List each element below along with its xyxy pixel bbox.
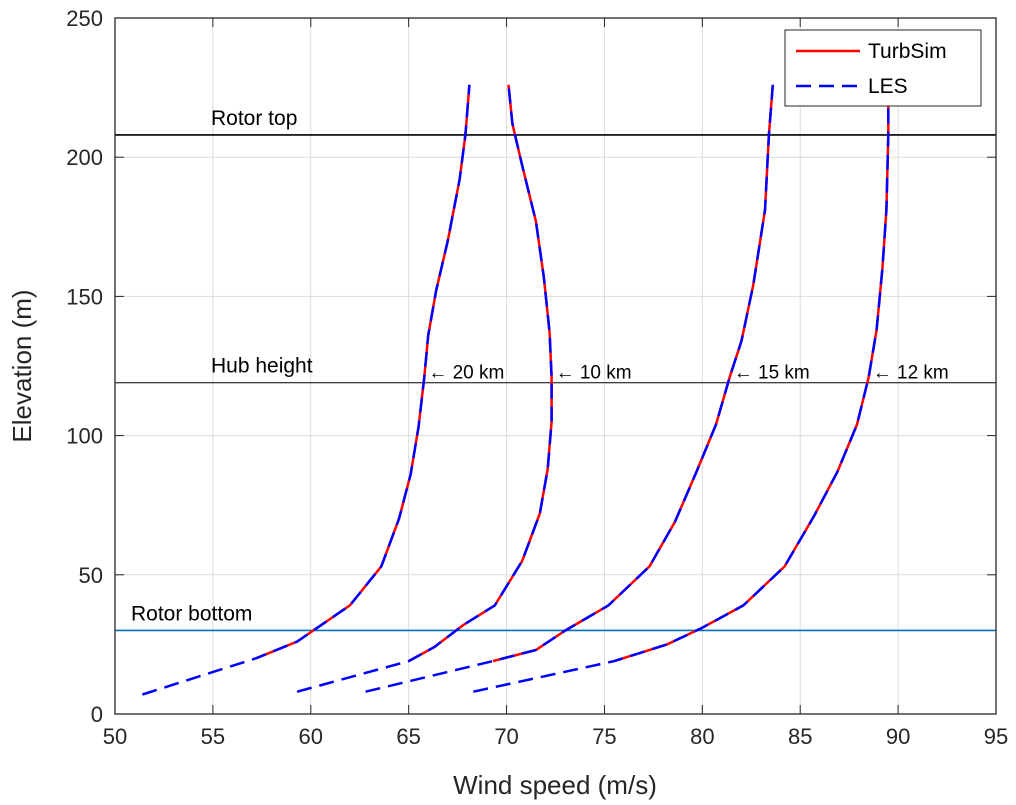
x-tick-label: 95 xyxy=(984,724,1008,749)
y-axis-label: Elevation (m) xyxy=(7,289,37,442)
les-profile-line xyxy=(296,84,553,693)
reference-label: Rotor bottom xyxy=(131,602,252,625)
reference-label: Rotor top xyxy=(211,107,297,130)
y-tick-label: 150 xyxy=(66,284,103,309)
y-tick-label: 0 xyxy=(91,702,103,727)
profile-distance-label: ← 20 km xyxy=(428,363,504,384)
x-tick-label: 85 xyxy=(788,724,812,749)
series xyxy=(142,84,890,696)
x-tick-label: 55 xyxy=(201,724,225,749)
les-profile-line xyxy=(142,84,471,696)
legend-label-les: LES xyxy=(868,75,908,98)
profile-distance-label: ← 15 km xyxy=(734,363,810,384)
grid xyxy=(115,18,996,714)
x-tick-label: 90 xyxy=(886,724,910,749)
plot-frame xyxy=(114,17,997,715)
les-profile-line xyxy=(473,84,890,693)
y-tick-label: 200 xyxy=(66,145,103,170)
x-tick-label: 80 xyxy=(690,724,714,749)
x-tick-label: 60 xyxy=(299,724,323,749)
reference-lines: Rotor top Hub height Rotor bottom xyxy=(115,107,996,632)
y-tick-label: 250 xyxy=(66,6,103,31)
x-tick-label: 50 xyxy=(103,724,127,749)
y-tick-label: 100 xyxy=(66,424,103,449)
x-axis-label: Wind speed (m/s) xyxy=(453,770,657,800)
reference-label: Hub height xyxy=(211,355,313,378)
legend-box xyxy=(784,29,982,107)
les-profile-line xyxy=(365,84,775,693)
x-tick-label: 70 xyxy=(494,724,518,749)
x-tick-label: 75 xyxy=(592,724,616,749)
y-tick-label: 50 xyxy=(79,563,103,588)
profile-distance-label: ← 10 km xyxy=(556,363,632,384)
x-tick-label: 65 xyxy=(396,724,420,749)
profile-distance-label: ← 12 km xyxy=(873,363,949,384)
legend-label-turbsim: TurbSim xyxy=(868,40,947,63)
turbsim-profile-line xyxy=(613,84,890,663)
legend: TurbSim LES xyxy=(784,29,982,107)
annotations: ← 20 km ← 10 km ← 15 km ← 12 km xyxy=(428,363,948,384)
